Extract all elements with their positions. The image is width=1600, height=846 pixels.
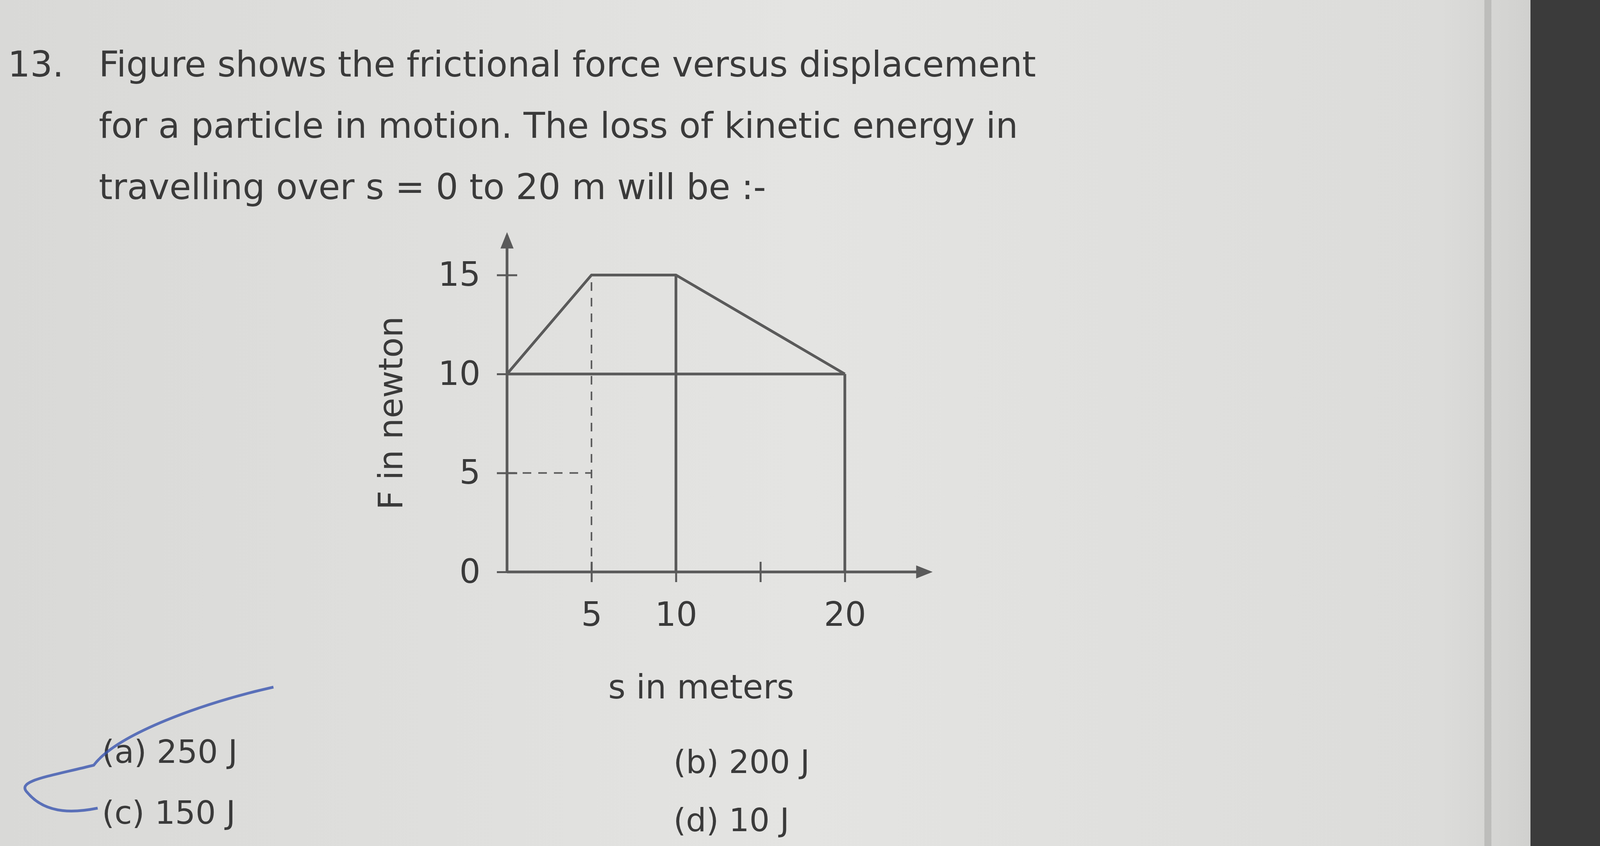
page-edge bbox=[1484, 0, 1492, 846]
option: (d) 10 J bbox=[673, 801, 790, 840]
y-axis: 0 5 10 15 bbox=[438, 235, 518, 592]
book-edge bbox=[1530, 0, 1600, 846]
question-line: travelling over s = 0 to 20 m will be :- bbox=[98, 166, 767, 208]
y-tick: 10 bbox=[438, 354, 518, 393]
x-tick-mark bbox=[844, 562, 847, 583]
page: 13. Figure shows the frictional force ver… bbox=[0, 0, 1600, 846]
y-tick-label: 15 bbox=[438, 255, 481, 294]
base-line bbox=[507, 372, 845, 376]
x-tick-mark bbox=[675, 562, 677, 583]
pen-mark bbox=[25, 687, 274, 812]
x-tick: 10 bbox=[655, 562, 698, 634]
x-tick-label: 10 bbox=[655, 595, 698, 634]
force-line bbox=[507, 275, 845, 375]
x-axis-line bbox=[507, 571, 930, 574]
option: (c) 150 J bbox=[101, 794, 236, 832]
x-tick-label: 20 bbox=[823, 595, 867, 634]
option: (b) 200 J bbox=[673, 743, 810, 781]
y-tick-mark bbox=[496, 472, 518, 475]
y-tick-mark bbox=[496, 274, 518, 277]
x-tick: 20 bbox=[823, 562, 867, 634]
x-tick-label: 5 bbox=[581, 595, 603, 634]
x-axis: 5 10 20 bbox=[507, 562, 930, 634]
y-tick: 5 bbox=[459, 453, 518, 492]
y-tick-mark bbox=[496, 373, 518, 376]
y-tick-label: 10 bbox=[438, 354, 481, 393]
y-tick-label: 5 bbox=[459, 453, 481, 492]
option: (a) 250 J bbox=[101, 733, 238, 771]
drop-line bbox=[843, 374, 847, 573]
y-tick: 15 bbox=[438, 255, 518, 294]
question-number: 13. bbox=[7, 43, 64, 85]
drop-line bbox=[674, 275, 678, 573]
x-tick-mark bbox=[759, 562, 762, 583]
question-line: Figure shows the frictional force versus… bbox=[98, 43, 1036, 85]
plot-area bbox=[507, 275, 845, 573]
y-axis-line bbox=[505, 235, 509, 573]
question-line: for a particle in motion. The loss of ki… bbox=[98, 105, 1018, 147]
x-tick: 5 bbox=[581, 562, 603, 634]
y-tick-label: 0 bbox=[459, 552, 481, 592]
x-tick bbox=[760, 562, 761, 583]
x-axis-title: s in meters bbox=[608, 667, 795, 707]
drop-line bbox=[590, 275, 593, 573]
x-tick-mark bbox=[590, 562, 593, 583]
y-axis-title: F in newton bbox=[371, 316, 411, 510]
guide-line bbox=[507, 472, 592, 474]
paper bbox=[0, 0, 1600, 846]
